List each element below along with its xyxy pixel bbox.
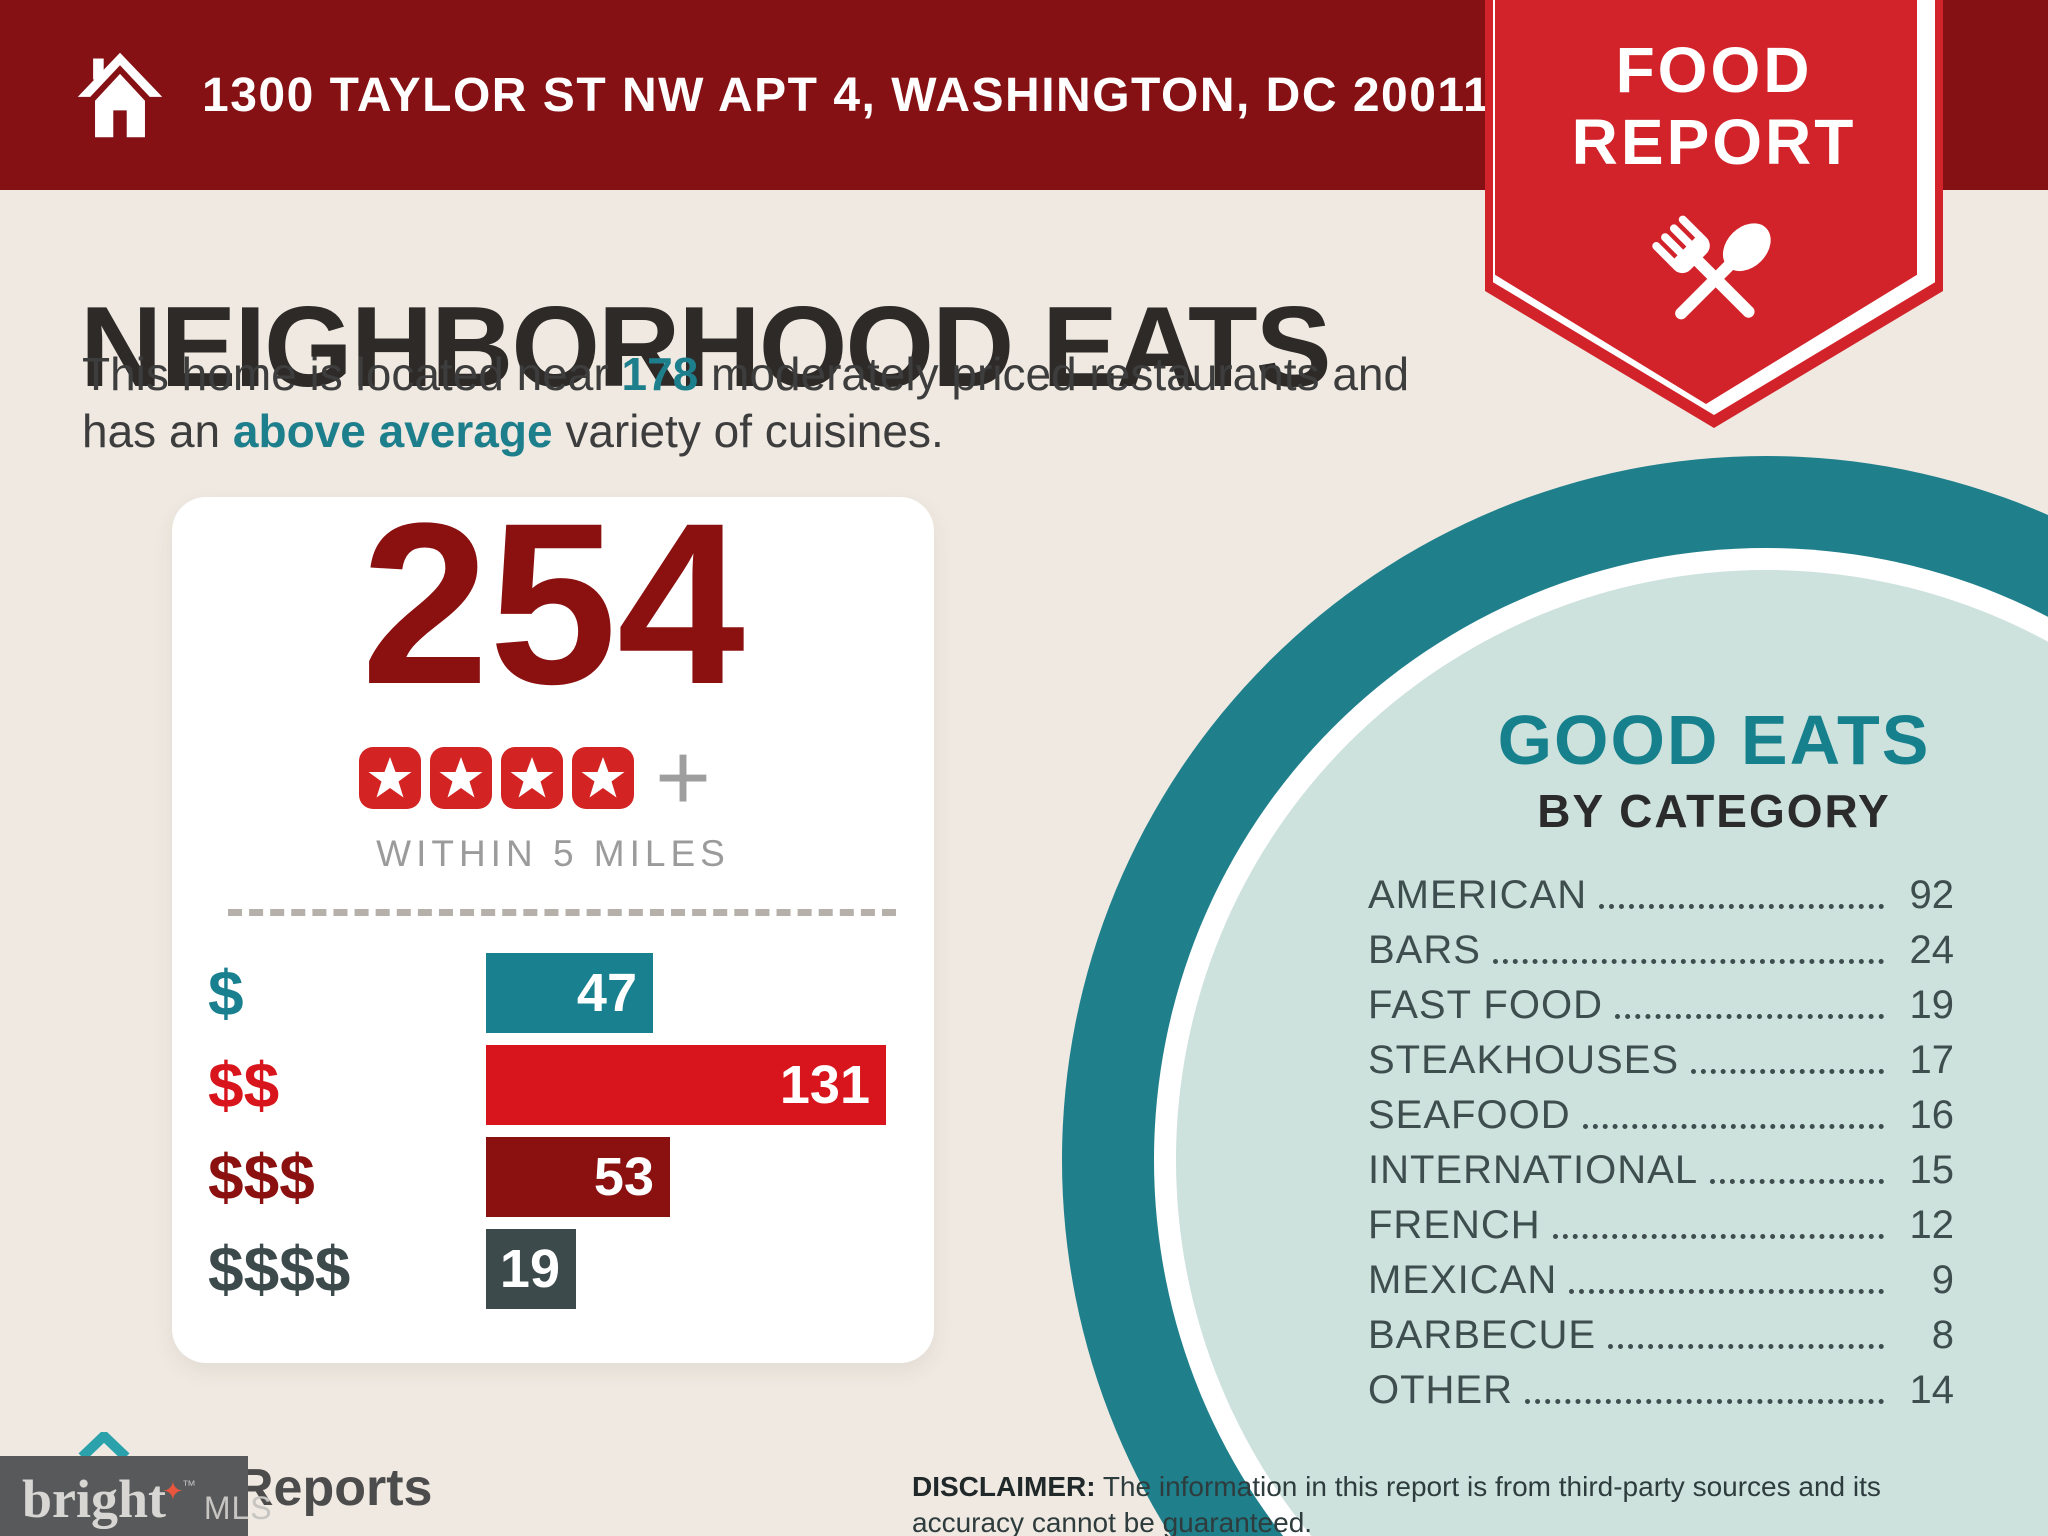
bar: 47 bbox=[486, 953, 653, 1033]
dotted-leader bbox=[1599, 868, 1884, 909]
category-label: AMERICAN bbox=[1368, 873, 1588, 917]
category-value: 8 bbox=[1931, 1313, 1954, 1357]
variety-highlight: above average bbox=[232, 405, 553, 457]
intro-text: has an bbox=[82, 405, 233, 457]
bright-wordmark: bright bbox=[22, 1469, 167, 1529]
good-eats-title: GOOD EATS bbox=[1497, 701, 1931, 779]
good-eats-heading: GOOD EATS BY CATEGORY bbox=[1414, 700, 2014, 838]
disclaimer-label: DISCLAIMER: bbox=[912, 1471, 1096, 1502]
category-label: FRENCH bbox=[1368, 1203, 1541, 1247]
trademark-symbol: ™ bbox=[181, 1477, 196, 1493]
crossed-spoon-fork-icon bbox=[1652, 215, 1771, 320]
category-row: FRENCH 12 bbox=[1368, 1198, 1954, 1253]
star-rating: + bbox=[154, 724, 916, 831]
star-icon bbox=[429, 747, 492, 809]
dotted-leader bbox=[1582, 1088, 1884, 1129]
spark-icon: ✦ bbox=[162, 1476, 184, 1506]
category-value: 24 bbox=[1909, 928, 1955, 972]
roof-logo-icon bbox=[78, 1432, 130, 1458]
bar: 131 bbox=[486, 1045, 886, 1125]
restaurant-summary-card: 254 + WITHIN 5 MILES $47 $$ 131 $$$ 53 $$$$ 19 bbox=[172, 489, 934, 1363]
ribbon-title: FOOD REPORT bbox=[1485, 34, 1943, 178]
radius-label: WITHIN 5 MILES bbox=[376, 833, 730, 874]
dotted-leader bbox=[1608, 1308, 1884, 1349]
category-row: FAST FOOD 19 bbox=[1368, 978, 1954, 1033]
restaurant-count-highlight: 178 bbox=[621, 348, 699, 400]
category-value: 16 bbox=[1909, 1093, 1955, 1137]
intro-text: moderately priced restaurants and bbox=[698, 348, 1410, 400]
category-label: INTERNATIONAL bbox=[1368, 1148, 1699, 1192]
category-value: 19 bbox=[1909, 983, 1955, 1027]
star-icon bbox=[358, 747, 421, 809]
price-level-bar-chart: $47 $$ 131 $$$ 53 $$$$ 19 bbox=[172, 953, 934, 1309]
intro-text: This home is located near bbox=[82, 348, 622, 400]
price-level-label: $$ bbox=[208, 1049, 280, 1121]
category-label: BARBECUE bbox=[1368, 1313, 1597, 1357]
category-value: 14 bbox=[1909, 1368, 1955, 1412]
category-row: BARS 24 bbox=[1368, 923, 1954, 978]
disclaimer-body: The information in this report is from t… bbox=[912, 1471, 1881, 1536]
category-row: BARBECUE 8 bbox=[1368, 1308, 1954, 1363]
bar-value: 131 bbox=[779, 1055, 870, 1115]
good-eats-subtitle: BY CATEGORY bbox=[1537, 785, 1891, 837]
ribbon-title-line1: FOOD bbox=[1615, 34, 1813, 106]
disclaimer-text: DISCLAIMER: The information in this repo… bbox=[912, 1469, 1972, 1536]
price-bar-row: $47 bbox=[172, 953, 934, 1033]
category-label: MEXICAN bbox=[1368, 1258, 1558, 1302]
dotted-leader bbox=[1492, 923, 1884, 964]
price-bar-row: $$$$ 19 bbox=[172, 1229, 934, 1309]
category-label: OTHER bbox=[1368, 1368, 1513, 1412]
bar-value: 47 bbox=[576, 963, 637, 1023]
bright-mls-logo: bright ✦ ™ MLS bbox=[0, 1456, 272, 1536]
star-icon bbox=[571, 747, 634, 809]
mls-wordmark: MLS bbox=[203, 1489, 273, 1526]
bar: 53 bbox=[486, 1137, 670, 1217]
category-value: 9 bbox=[1931, 1258, 1954, 1302]
property-address: 1300 TAYLOR ST NW APT 4, WASHINGTON, DC … bbox=[202, 68, 1492, 122]
bar-value: 53 bbox=[593, 1147, 654, 1207]
dotted-leader bbox=[1710, 1143, 1884, 1184]
category-label: FAST FOOD bbox=[1368, 983, 1603, 1027]
price-bar-row: $$ 131 bbox=[172, 1045, 934, 1125]
bar-value: 19 bbox=[499, 1239, 560, 1299]
plus-sign: + bbox=[654, 724, 712, 831]
intro-sentence: This home is located near 178 moderately… bbox=[82, 346, 1409, 460]
dashed-divider bbox=[228, 909, 896, 916]
bar: 19 bbox=[486, 1229, 576, 1309]
category-value: 17 bbox=[1909, 1038, 1955, 1082]
food-report-ribbon: FOOD REPORT bbox=[1485, 0, 1943, 428]
category-row: AMERICAN 92 bbox=[1368, 868, 1954, 923]
price-level-label: $ bbox=[208, 957, 244, 1029]
dotted-leader bbox=[1552, 1198, 1884, 1239]
category-row: MEXICAN 9 bbox=[1368, 1253, 1954, 1308]
category-row: SEAFOOD 16 bbox=[1368, 1088, 1954, 1143]
dotted-leader bbox=[1691, 1033, 1884, 1074]
category-row: OTHER 14 bbox=[1368, 1363, 1954, 1418]
category-label: SEAFOOD bbox=[1368, 1093, 1571, 1137]
category-label: STEAKHOUSES bbox=[1368, 1038, 1680, 1082]
dotted-leader bbox=[1569, 1253, 1884, 1294]
price-level-label: $$$ bbox=[208, 1141, 315, 1213]
category-label: BARS bbox=[1368, 928, 1481, 972]
ribbon-title-line2: REPORT bbox=[1571, 106, 1857, 178]
page-title: NEIGHBORHOOD EATS bbox=[80, 284, 1332, 412]
intro-line-1: This home is located near 178 moderately… bbox=[82, 346, 1409, 403]
home-icon bbox=[77, 52, 163, 138]
category-row: INTERNATIONAL 15 bbox=[1368, 1143, 1954, 1198]
intro-line-2: has an above average variety of cuisines… bbox=[82, 403, 1409, 460]
category-value: 12 bbox=[1909, 1203, 1955, 1247]
reports-logo-text: Reports bbox=[236, 1459, 433, 1517]
category-row: STEAKHOUSES 17 bbox=[1368, 1033, 1954, 1088]
dotted-leader bbox=[1525, 1363, 1884, 1404]
category-value: 15 bbox=[1909, 1148, 1955, 1192]
price-bar-row: $$$ 53 bbox=[172, 1137, 934, 1217]
intro-text: variety of cuisines. bbox=[552, 405, 944, 457]
good-eats-category-list: AMERICAN 92 BARS 24 FAST FOOD 19 STEAKHOUSES 17… bbox=[1368, 868, 1954, 1418]
total-restaurant-count: 254 bbox=[361, 475, 745, 732]
dotted-leader bbox=[1614, 978, 1884, 1019]
price-level-label: $$$$ bbox=[208, 1233, 351, 1305]
star-icon bbox=[500, 747, 563, 809]
category-value: 92 bbox=[1909, 873, 1955, 917]
